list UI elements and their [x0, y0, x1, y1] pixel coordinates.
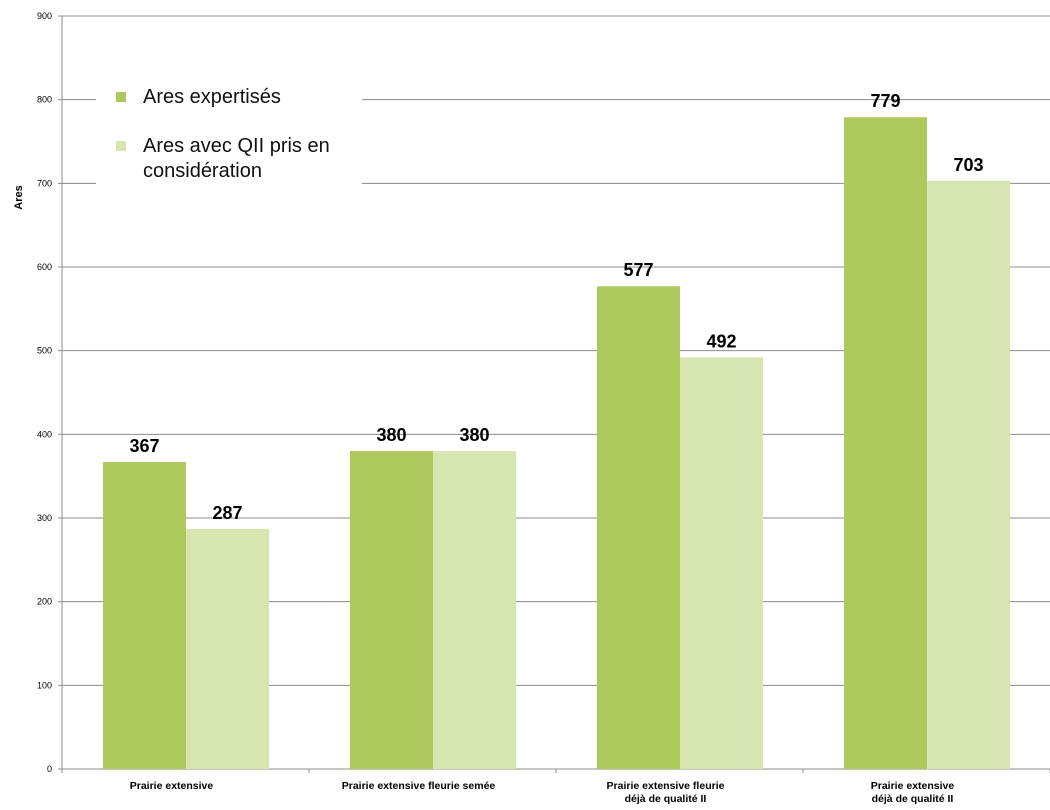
bar-0-series-0: [103, 461, 186, 769]
y-tick-label-500: 500: [37, 346, 52, 356]
legend-label-ares-qii: Ares avec QII pris en considération: [143, 135, 330, 182]
data-label-1-series-1: 380: [459, 425, 489, 445]
y-tick-label-0: 0: [47, 764, 52, 774]
y-axis-title: Ares: [13, 185, 25, 209]
y-tick-label-400: 400: [37, 429, 52, 439]
x-category-label-0: Prairie extensive: [130, 780, 214, 792]
x-category-label-3-line-1: déjà de qualité II: [872, 793, 954, 805]
legend-label-ares-expertises: Ares expertisés: [143, 86, 281, 108]
legend-item-ares-qii: Ares avec QII pris en considération: [116, 134, 343, 184]
y-tick-label-600: 600: [37, 262, 52, 272]
y-tick-label-100: 100: [37, 680, 52, 690]
x-category-label-1-line-0: Prairie extensive fleurie semée: [342, 780, 496, 792]
x-category-label-2: Prairie extensive fleurie déjà de qualité…: [607, 780, 725, 805]
x-category-label-2-line-0: Prairie extensive fleurie: [607, 780, 725, 792]
y-tick-label-800: 800: [37, 95, 52, 105]
data-label-2-series-1: 492: [706, 331, 736, 351]
x-category-label-0-line-0: Prairie extensive: [130, 780, 214, 792]
data-label-3-series-0: 779: [870, 91, 900, 111]
data-label-3-series-1: 703: [953, 155, 983, 175]
x-category-label-1: Prairie extensive fleurie semée: [342, 780, 496, 792]
bar-1-series-1: [433, 451, 516, 769]
legend-swatch-ares-qii: [116, 141, 126, 151]
bar-0-series-1: [186, 528, 269, 769]
bar-2-series-0: [597, 286, 680, 769]
bar-3-series-0: [844, 117, 927, 769]
legend-item-ares-expertises: Ares expertisés: [116, 85, 343, 110]
y-tick-label-200: 200: [37, 597, 52, 607]
legend: Ares expertisés Ares avec QII pris en co…: [96, 67, 362, 208]
bar-2-series-1: [680, 357, 763, 769]
x-category-label-3: Prairie extensive déjà de qualité II: [871, 780, 955, 805]
data-label-1-series-0: 380: [376, 425, 406, 445]
y-tick-label-900: 900: [37, 11, 52, 21]
bar-1-series-0: [350, 451, 433, 769]
x-category-label-3-line-0: Prairie extensive: [871, 780, 955, 792]
x-category-label-2-line-1: déjà de qualité II: [625, 793, 707, 805]
data-label-2-series-0: 577: [623, 260, 653, 280]
data-label-0-series-1: 287: [212, 503, 242, 523]
legend-swatch-ares-expertises: [116, 92, 126, 102]
y-tick-label-700: 700: [37, 178, 52, 188]
data-label-0-series-0: 367: [129, 436, 159, 456]
y-tick-label-300: 300: [37, 513, 52, 523]
bar-3-series-1: [927, 180, 1010, 769]
